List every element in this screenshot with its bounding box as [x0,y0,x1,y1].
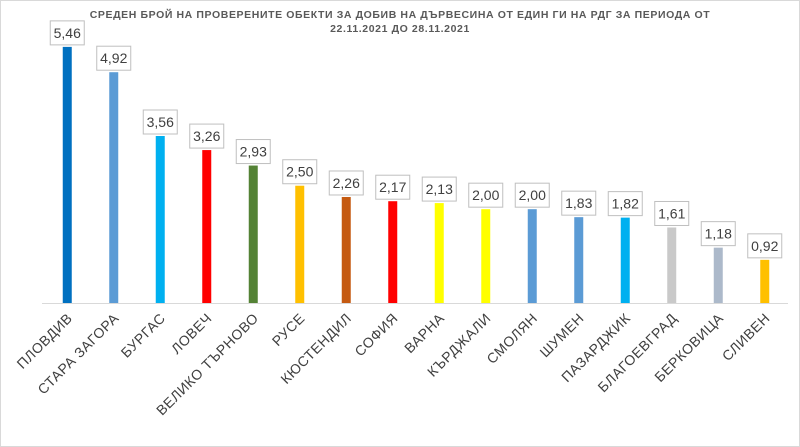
value-labels-group: 5,46 4,92 3,56 3,26 2,93 2,50 2,26 2,17 2,13 2,00… [49,20,783,259]
category-label-благоевград: БЛАГОЕВГРАД [594,310,679,395]
data-label-14: 1,61 [658,205,685,221]
data-label-8: 2,17 [379,179,406,195]
bars-group [62,46,770,303]
data-label-box-6 [282,159,318,185]
bar-2 [109,72,119,303]
category-label-софия: СОФИЯ [351,310,401,360]
data-label-box-10 [468,182,504,208]
bar-12 [574,217,584,303]
bar-11 [527,209,537,303]
data-label-box-14 [654,200,690,226]
bar-4 [202,150,212,303]
data-label-box-13 [607,191,643,217]
bar-16 [760,259,770,303]
category-label-стара-загора: СТАРА ЗАГОРА [34,310,122,398]
data-label-3: 3,56 [147,114,174,130]
data-label-2: 4,92 [100,50,127,66]
chart-title: СРЕДЕН БРОЙ НА ПРОВЕРЕНИТЕ ОБЕКТИ ЗА ДОБ… [40,8,760,36]
bar-3 [155,136,165,303]
data-label-box-5 [235,139,271,165]
data-label-15: 1,18 [705,226,732,242]
bar-8 [388,201,398,303]
bar-1 [62,46,72,303]
data-label-box-1 [49,20,85,46]
category-label-русе: РУСЕ [269,310,308,349]
data-label-7: 2,26 [333,175,360,191]
data-label-9: 2,13 [426,181,453,197]
data-label-box-12 [561,190,597,216]
category-label-сливен: СЛИВЕН [719,310,773,364]
bar-6 [295,185,305,303]
chart-title-line-1: СРЕДЕН БРОЙ НА ПРОВЕРЕНИТЕ ОБЕКТИ ЗА ДОБ… [89,9,711,21]
data-label-box-11 [514,182,550,208]
data-label-12: 1,83 [565,195,592,211]
bar-10 [481,209,491,303]
data-label-box-15 [700,221,736,247]
data-label-13: 1,82 [612,196,639,212]
data-label-box-16 [747,233,783,259]
category-label-варна: ВАРНА [401,310,447,356]
data-label-6: 2,50 [286,164,313,180]
category-label-бургас: БУРГАС [118,310,169,361]
bar-15 [713,247,723,303]
data-label-box-2 [96,45,132,71]
data-label-1: 5,46 [54,25,81,41]
data-label-11: 2,00 [519,187,546,203]
data-label-box-9 [421,176,457,202]
bar-9 [434,203,444,303]
data-label-4: 3,26 [193,128,220,144]
category-label-ловеч: ЛОВЕЧ [168,310,215,357]
chart-title-line-2: 22.11.2021 ДО 28.11.2021 [330,23,470,35]
bar-13 [620,217,630,303]
category-label-смолян: СМОЛЯН [483,310,540,367]
data-label-5: 2,93 [240,144,267,160]
bar-7 [341,196,351,303]
data-label-box-4 [189,123,225,149]
data-label-box-7 [328,170,364,196]
data-label-10: 2,00 [472,187,499,203]
data-label-box-8 [375,174,411,200]
bar-5 [248,165,258,303]
data-label-box-3 [142,109,178,135]
bar-14 [667,227,677,303]
data-label-16: 0,92 [751,238,778,254]
